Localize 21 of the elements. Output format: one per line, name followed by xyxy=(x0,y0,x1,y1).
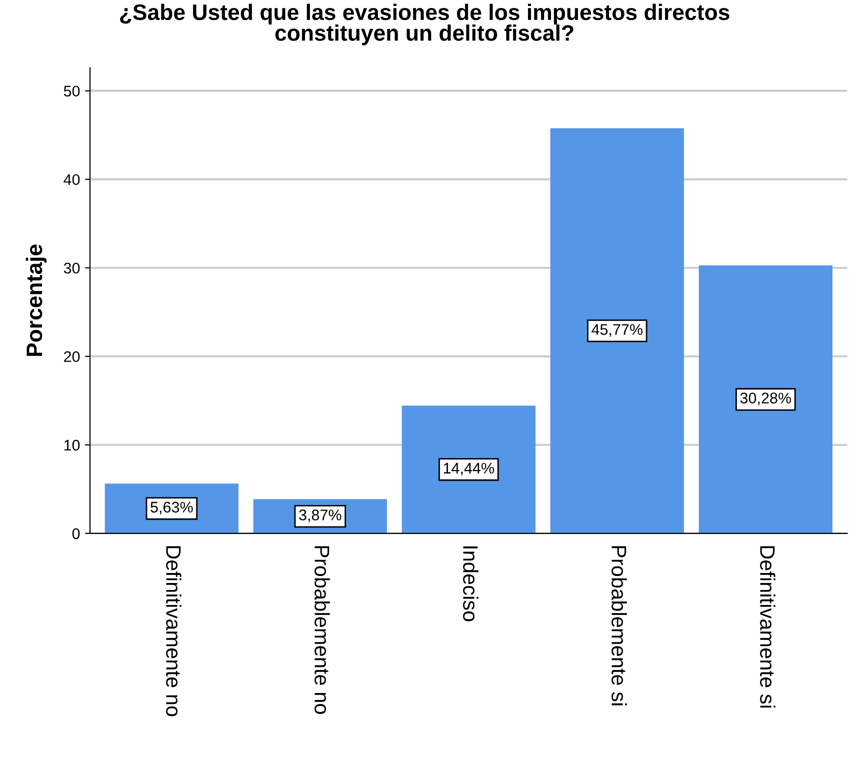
data-label: 3,87% xyxy=(299,510,342,522)
x-tick-label: Probablemente no xyxy=(314,546,330,714)
y-tick-label: 30 xyxy=(64,262,80,274)
data-label: 14,44% xyxy=(444,462,494,476)
bar xyxy=(550,128,684,534)
y-tick-label: 40 xyxy=(64,174,80,186)
data-label: 30,28% xyxy=(740,392,791,406)
x-tick-label: Indeciso xyxy=(463,546,478,622)
bar xyxy=(698,265,832,534)
y-tick-label: 20 xyxy=(64,351,80,362)
bar xyxy=(402,406,536,534)
x-tick-label: Definitivamente si xyxy=(760,546,776,708)
y-tick-label: 50 xyxy=(64,86,80,97)
x-tick-label: Definitivamente no xyxy=(166,546,182,716)
data-label: 5,63% xyxy=(150,502,193,514)
x-tick-label: Probablemente si xyxy=(612,546,627,706)
y-tick-label: 0 xyxy=(72,528,80,540)
y-axis-title: Porcentaje xyxy=(26,244,47,356)
y-tick-label: 10 xyxy=(64,440,80,451)
chart-title: ¿Sabe Usted que las evasiones de los impuestos directos constituyen un delito fiscal? xyxy=(120,4,730,46)
data-label: 45,77% xyxy=(592,324,643,337)
